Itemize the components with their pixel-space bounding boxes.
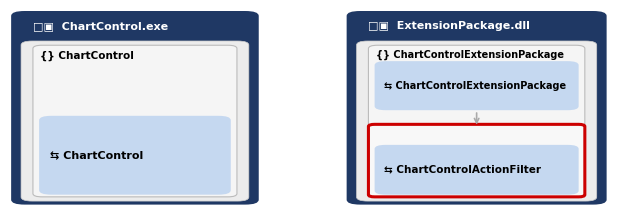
Text: {} ChartControlExtensionPackage: {} ChartControlExtensionPackage <box>376 49 564 60</box>
FancyBboxPatch shape <box>21 41 249 201</box>
FancyBboxPatch shape <box>11 11 259 205</box>
FancyBboxPatch shape <box>33 45 237 197</box>
FancyBboxPatch shape <box>374 145 579 195</box>
FancyBboxPatch shape <box>374 61 579 110</box>
Text: ⇆ ChartControl: ⇆ ChartControl <box>50 150 144 160</box>
Text: {} ChartControl: {} ChartControl <box>40 51 134 61</box>
Text: ⇆ ChartControlExtensionPackage: ⇆ ChartControlExtensionPackage <box>384 81 566 91</box>
FancyBboxPatch shape <box>357 41 597 201</box>
FancyBboxPatch shape <box>39 116 231 195</box>
FancyBboxPatch shape <box>347 11 607 205</box>
Text: □▣  ChartControl.exe: □▣ ChartControl.exe <box>33 21 168 31</box>
FancyBboxPatch shape <box>368 124 585 197</box>
FancyBboxPatch shape <box>368 45 585 197</box>
Text: ⇆ ChartControlActionFilter: ⇆ ChartControlActionFilter <box>384 165 541 175</box>
Text: □▣  ExtensionPackage.dll: □▣ ExtensionPackage.dll <box>368 21 530 31</box>
